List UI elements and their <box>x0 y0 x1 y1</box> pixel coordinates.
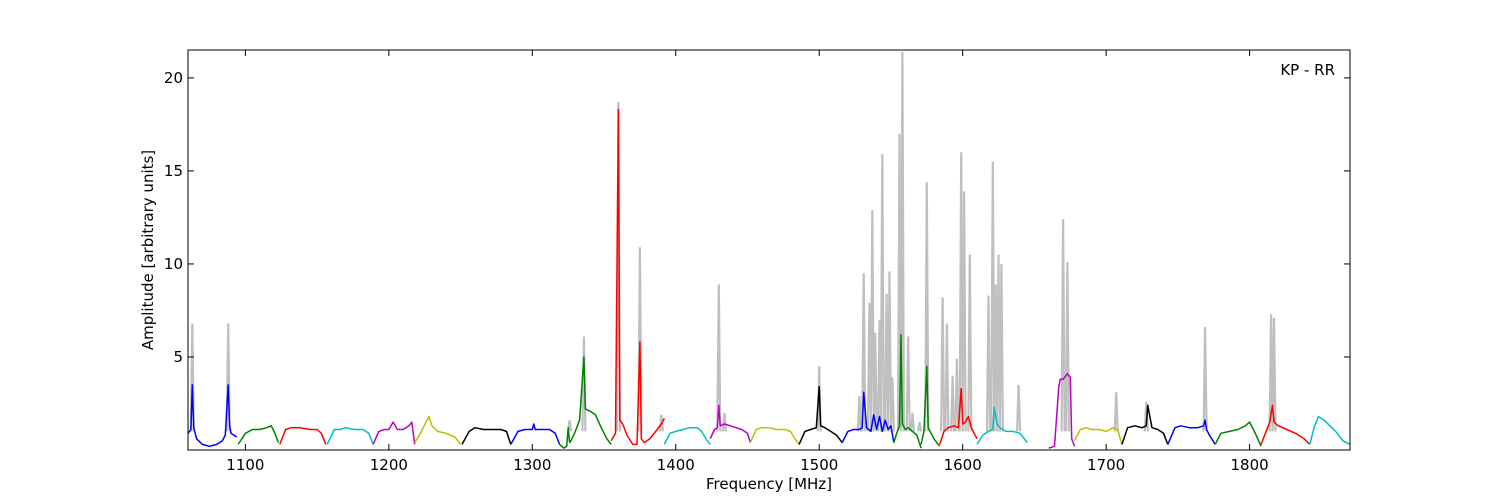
series-line-7 <box>510 423 561 445</box>
series-line-9 <box>610 108 665 446</box>
x-tick-label-7: 1800 <box>1230 456 1268 474</box>
raw-spike-16 <box>879 154 885 432</box>
series-line-12 <box>749 426 800 445</box>
raw-spike-41 <box>1113 392 1119 432</box>
raw-spike-27 <box>944 323 950 432</box>
series-line-1 <box>237 425 280 445</box>
y-axis-label: Amplitude [arbitrary units] <box>139 150 157 350</box>
x-tick-label-3: 1400 <box>657 456 695 474</box>
raw-spike-33 <box>985 295 992 432</box>
series-line-19 <box>1048 372 1076 449</box>
raw-spectrum-layer <box>189 51 1277 432</box>
series-line-22 <box>1167 419 1216 445</box>
series-line-15 <box>893 333 922 449</box>
raw-spike-39 <box>1060 219 1066 432</box>
y-ticks: 5 10 15 20 <box>164 69 1350 366</box>
series-line-6 <box>461 426 512 445</box>
raw-spike-38 <box>1016 384 1022 432</box>
raw-spike-37 <box>998 263 1004 432</box>
raw-spike-13 <box>869 209 875 432</box>
y-tick-label-0: 5 <box>173 348 183 366</box>
raw-spike-11 <box>861 273 867 432</box>
raw-spike-10 <box>856 395 862 432</box>
series-line-3 <box>326 426 374 445</box>
raw-spike-34 <box>990 161 996 432</box>
series-line-8 <box>559 356 612 449</box>
series-line-13 <box>798 385 843 445</box>
raw-spike-18 <box>886 271 893 432</box>
raw-spike-14 <box>872 332 878 432</box>
series-line-2 <box>279 426 327 445</box>
raw-spike-24 <box>917 421 923 432</box>
raw-spike-28 <box>950 375 956 432</box>
series-line-4 <box>372 421 416 445</box>
x-ticks: 1100 1200 1300 1400 1500 1600 1700 1800 <box>226 50 1269 474</box>
series-line-21 <box>1121 404 1169 445</box>
x-tick-label-1: 1200 <box>370 456 408 474</box>
series-layer <box>187 108 1351 449</box>
raw-spike-8 <box>721 412 728 432</box>
x-tick-label-2: 1300 <box>513 456 551 474</box>
y-tick-label-3: 20 <box>164 69 183 87</box>
series-line-24 <box>1260 404 1311 445</box>
raw-spike-23 <box>909 412 916 432</box>
raw-spike-19 <box>889 377 895 432</box>
raw-spike-45 <box>1271 317 1277 432</box>
raw-spike-26 <box>940 297 946 432</box>
series-line-25 <box>1309 415 1351 446</box>
raw-spike-43 <box>1202 327 1208 432</box>
raw-spike-7 <box>716 284 722 432</box>
x-tick-label-0: 1100 <box>226 456 264 474</box>
x-axis-label: Frequency [MHz] <box>706 475 832 493</box>
series-line-11 <box>709 404 752 443</box>
series-line-5 <box>414 415 462 445</box>
raw-spike-29 <box>954 358 960 432</box>
x-tick-label-6: 1700 <box>1087 456 1125 474</box>
series-line-16 <box>920 365 941 447</box>
series-line-23 <box>1214 421 1262 447</box>
series-line-10 <box>663 426 711 445</box>
y-tick-label-1: 10 <box>164 255 183 273</box>
axes-frame <box>187 49 1351 451</box>
series-line-18 <box>976 406 1028 445</box>
raw-spike-21 <box>899 51 905 432</box>
series-line-20 <box>1073 426 1123 445</box>
raw-spike-32 <box>967 254 973 432</box>
plot-annotation: KP - RR <box>1280 61 1335 79</box>
x-tick-label-5: 1600 <box>944 456 982 474</box>
series-line-17 <box>938 387 978 445</box>
y-tick-label-2: 15 <box>164 162 183 180</box>
series-line-14 <box>841 391 895 443</box>
raw-spike-40 <box>1064 262 1070 432</box>
series-line-0 <box>187 384 238 448</box>
x-tick-label-4: 1500 <box>800 456 838 474</box>
raw-spike-31 <box>961 191 967 432</box>
raw-spike-22 <box>905 336 911 432</box>
raw-spike-25 <box>924 182 930 432</box>
